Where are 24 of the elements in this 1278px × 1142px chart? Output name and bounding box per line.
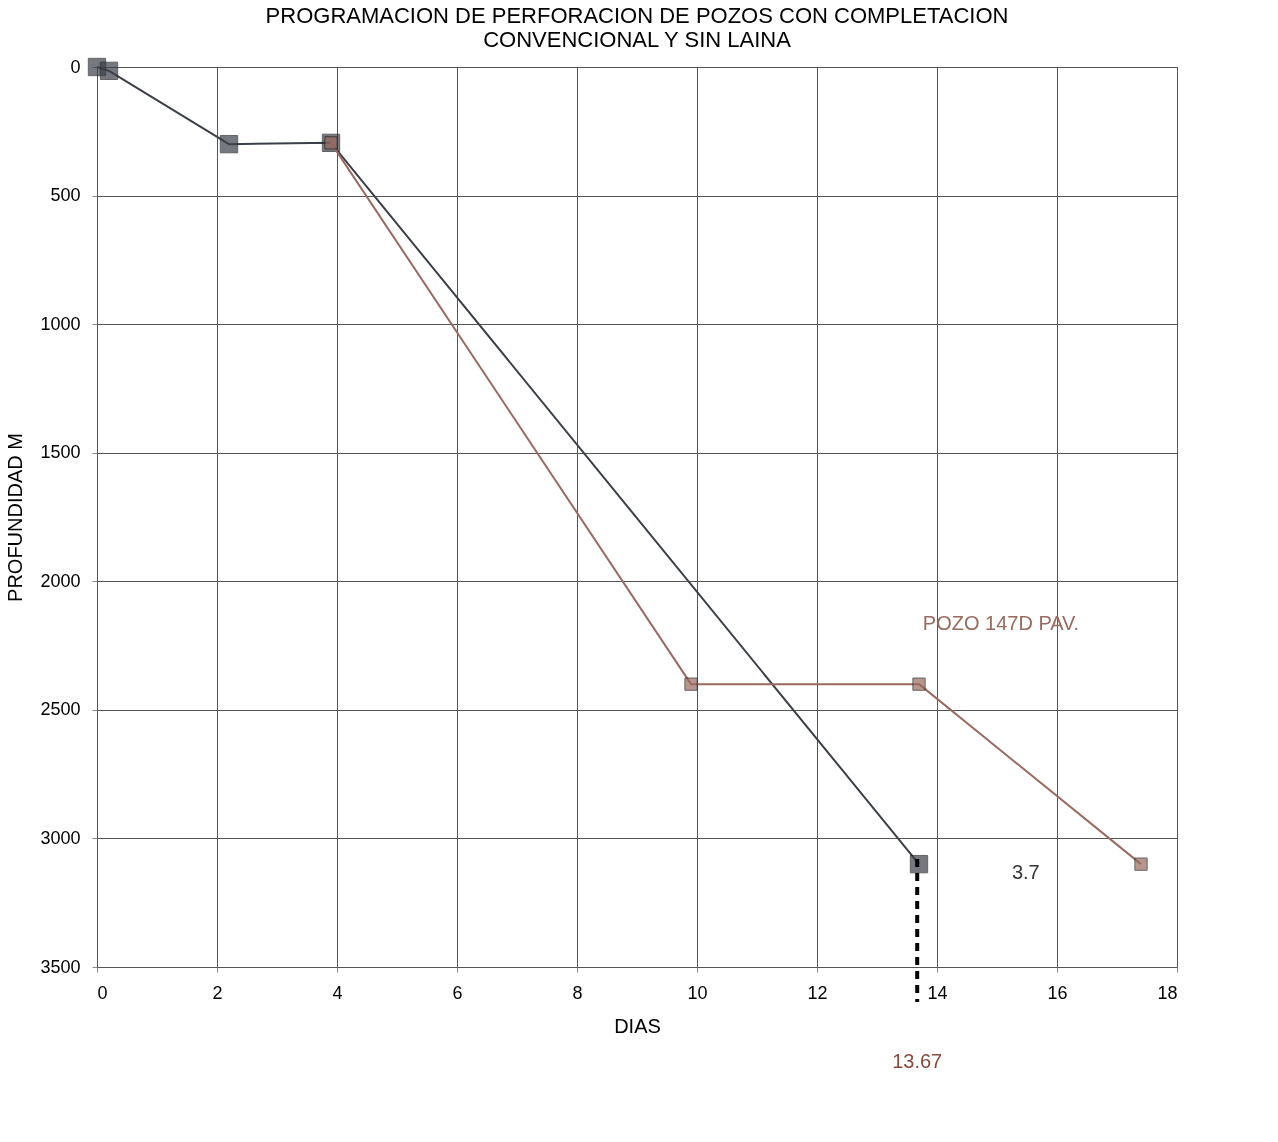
- annotation: 3.7: [1011, 860, 1040, 883]
- y-tick-label: 1500: [40, 442, 81, 463]
- x-tick-label: 8: [572, 982, 583, 1003]
- y-tick-label: 0: [70, 56, 81, 77]
- x-tick-label: 0: [97, 982, 108, 1003]
- y-tick-label: 1000: [40, 313, 81, 334]
- x-tick-label: 16: [1047, 982, 1068, 1003]
- y-tick-label: 500: [50, 185, 81, 206]
- y-tick-label: 3000: [40, 827, 81, 848]
- text: CONVENCIONAL Y SIN LAINA: [483, 27, 791, 53]
- x-tick-label: 12: [807, 982, 828, 1003]
- y-tick-label: 3500: [40, 956, 81, 977]
- y-axis-title: PROFUNDIDAD M: [4, 433, 27, 602]
- x-tick-label: 14: [927, 982, 948, 1003]
- x-tick-label: 18: [1157, 982, 1178, 1003]
- text: PROGRAMACION DE PERFORACION DE POZOS CON COMPLETACION: [265, 3, 1009, 29]
- x-axis-title: DIAS: [614, 1014, 661, 1037]
- x-tick-label: 10: [687, 982, 708, 1003]
- y-tick-label: 2000: [40, 570, 81, 591]
- x-tick-label: 4: [332, 982, 343, 1003]
- x-tick-label: 2: [212, 982, 223, 1003]
- x-tick-label: 6: [452, 982, 463, 1003]
- y-tick-label: 2500: [40, 699, 81, 720]
- ref-line-label: 13.67: [892, 1050, 943, 1072]
